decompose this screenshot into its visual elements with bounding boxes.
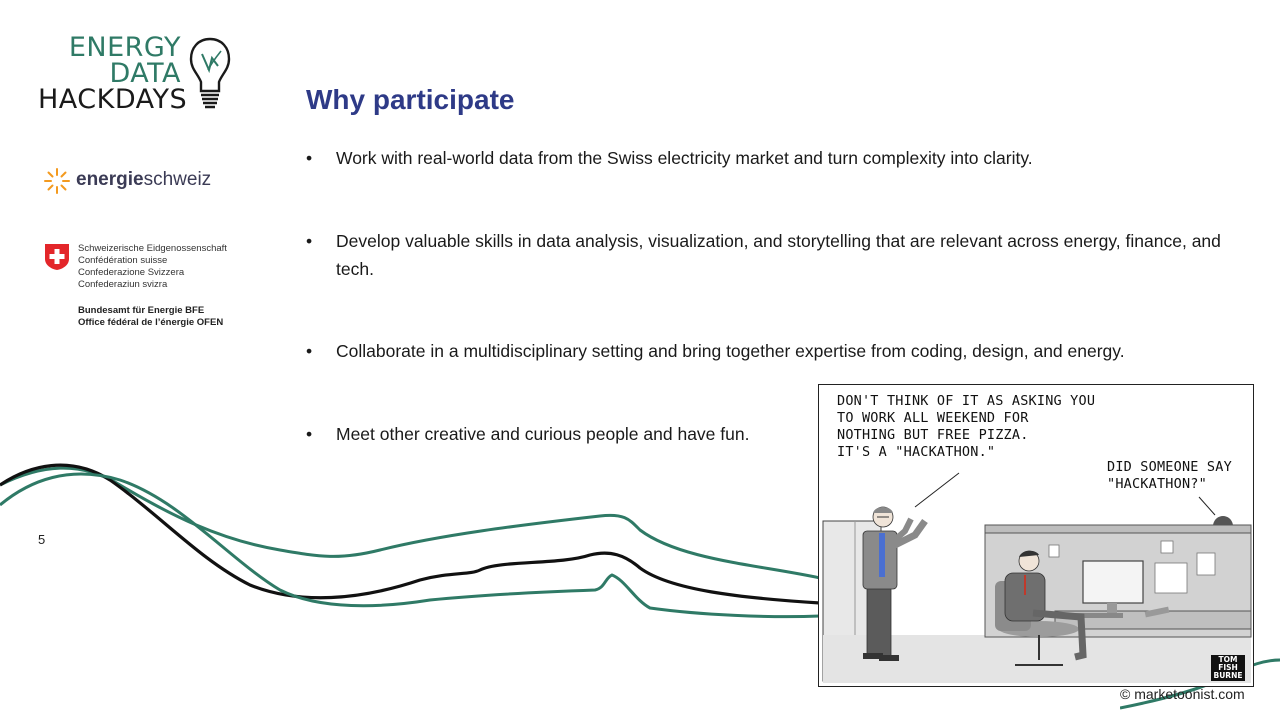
wave-green-lower: [0, 472, 820, 619]
cartoon-signature: TOM FISH BURNE: [1213, 655, 1243, 680]
swiss-flag-icon: [45, 244, 69, 270]
bullet-icon: •: [306, 424, 313, 444]
logo-line-energy: ENERGY: [68, 32, 181, 63]
bullet-icon: •: [306, 148, 313, 168]
bullet-item: • Meet other creative and curious people…: [306, 420, 786, 448]
logo-line-data: DATA: [109, 58, 181, 89]
page-number: 5: [38, 532, 46, 547]
sun-rays-icon: [44, 168, 70, 194]
office-line-de: Bundesamt für Energie BFE: [78, 305, 205, 316]
lightbulb-icon: [189, 37, 231, 109]
cartoon-caption-boss: DON'T THINK OF IT AS ASKING YOU TO WORK …: [837, 393, 1096, 460]
cartoon-illustration: [822, 472, 1252, 683]
wave-green-upper: [0, 466, 820, 580]
cartoon-credit: © marketoonist.com: [1120, 686, 1245, 702]
confederation-line-it: Confederazione Svizzera: [78, 267, 185, 278]
bullet-item: • Work with real-world data from the Swi…: [306, 144, 1236, 172]
confederation-line-de: Schweizerische Eidgenossenschaft: [78, 243, 227, 254]
energy-data-hackdays-logo: ENERGY DATA HACKDAYS: [36, 34, 236, 124]
bullet-text: Meet other creative and curious people a…: [336, 424, 750, 444]
wave-black: [0, 463, 820, 605]
confederation-line-rm: Confederaziun svizra: [78, 279, 168, 290]
bullet-icon: •: [306, 231, 313, 251]
swiss-confederation-logo: Schweizerische Eidgenossenschaft Confédé…: [44, 243, 244, 333]
office-line-fr: Office fédéral de l’énergie OFEN: [78, 317, 224, 328]
confederation-line-fr: Confédération suisse: [78, 255, 168, 266]
bullet-text: Develop valuable skills in data analysis…: [336, 231, 1221, 279]
bullet-item: • Collaborate in a multidisciplinary set…: [306, 337, 1236, 365]
logo-line-hackdays: HACKDAYS: [38, 84, 188, 115]
bullet-text: Work with real-world data from the Swiss…: [336, 148, 1033, 168]
energieschweiz-logo: energieschweiz: [44, 166, 244, 196]
bullet-item: • Develop valuable skills in data analys…: [306, 227, 1236, 283]
energieschweiz-wordmark: energieschweiz: [76, 169, 212, 190]
bullet-text: Collaborate in a multidisciplinary setti…: [336, 341, 1125, 361]
decorative-waves: [0, 463, 820, 619]
cartoon-caption-colleague: DID SOMEONE SAY "HACKATHON?": [1107, 459, 1232, 492]
hackathon-cartoon: DON'T THINK OF IT AS ASKING YOU TO WORK …: [818, 384, 1254, 687]
slide-title: Why participate: [306, 84, 515, 115]
bullet-icon: •: [306, 341, 313, 361]
